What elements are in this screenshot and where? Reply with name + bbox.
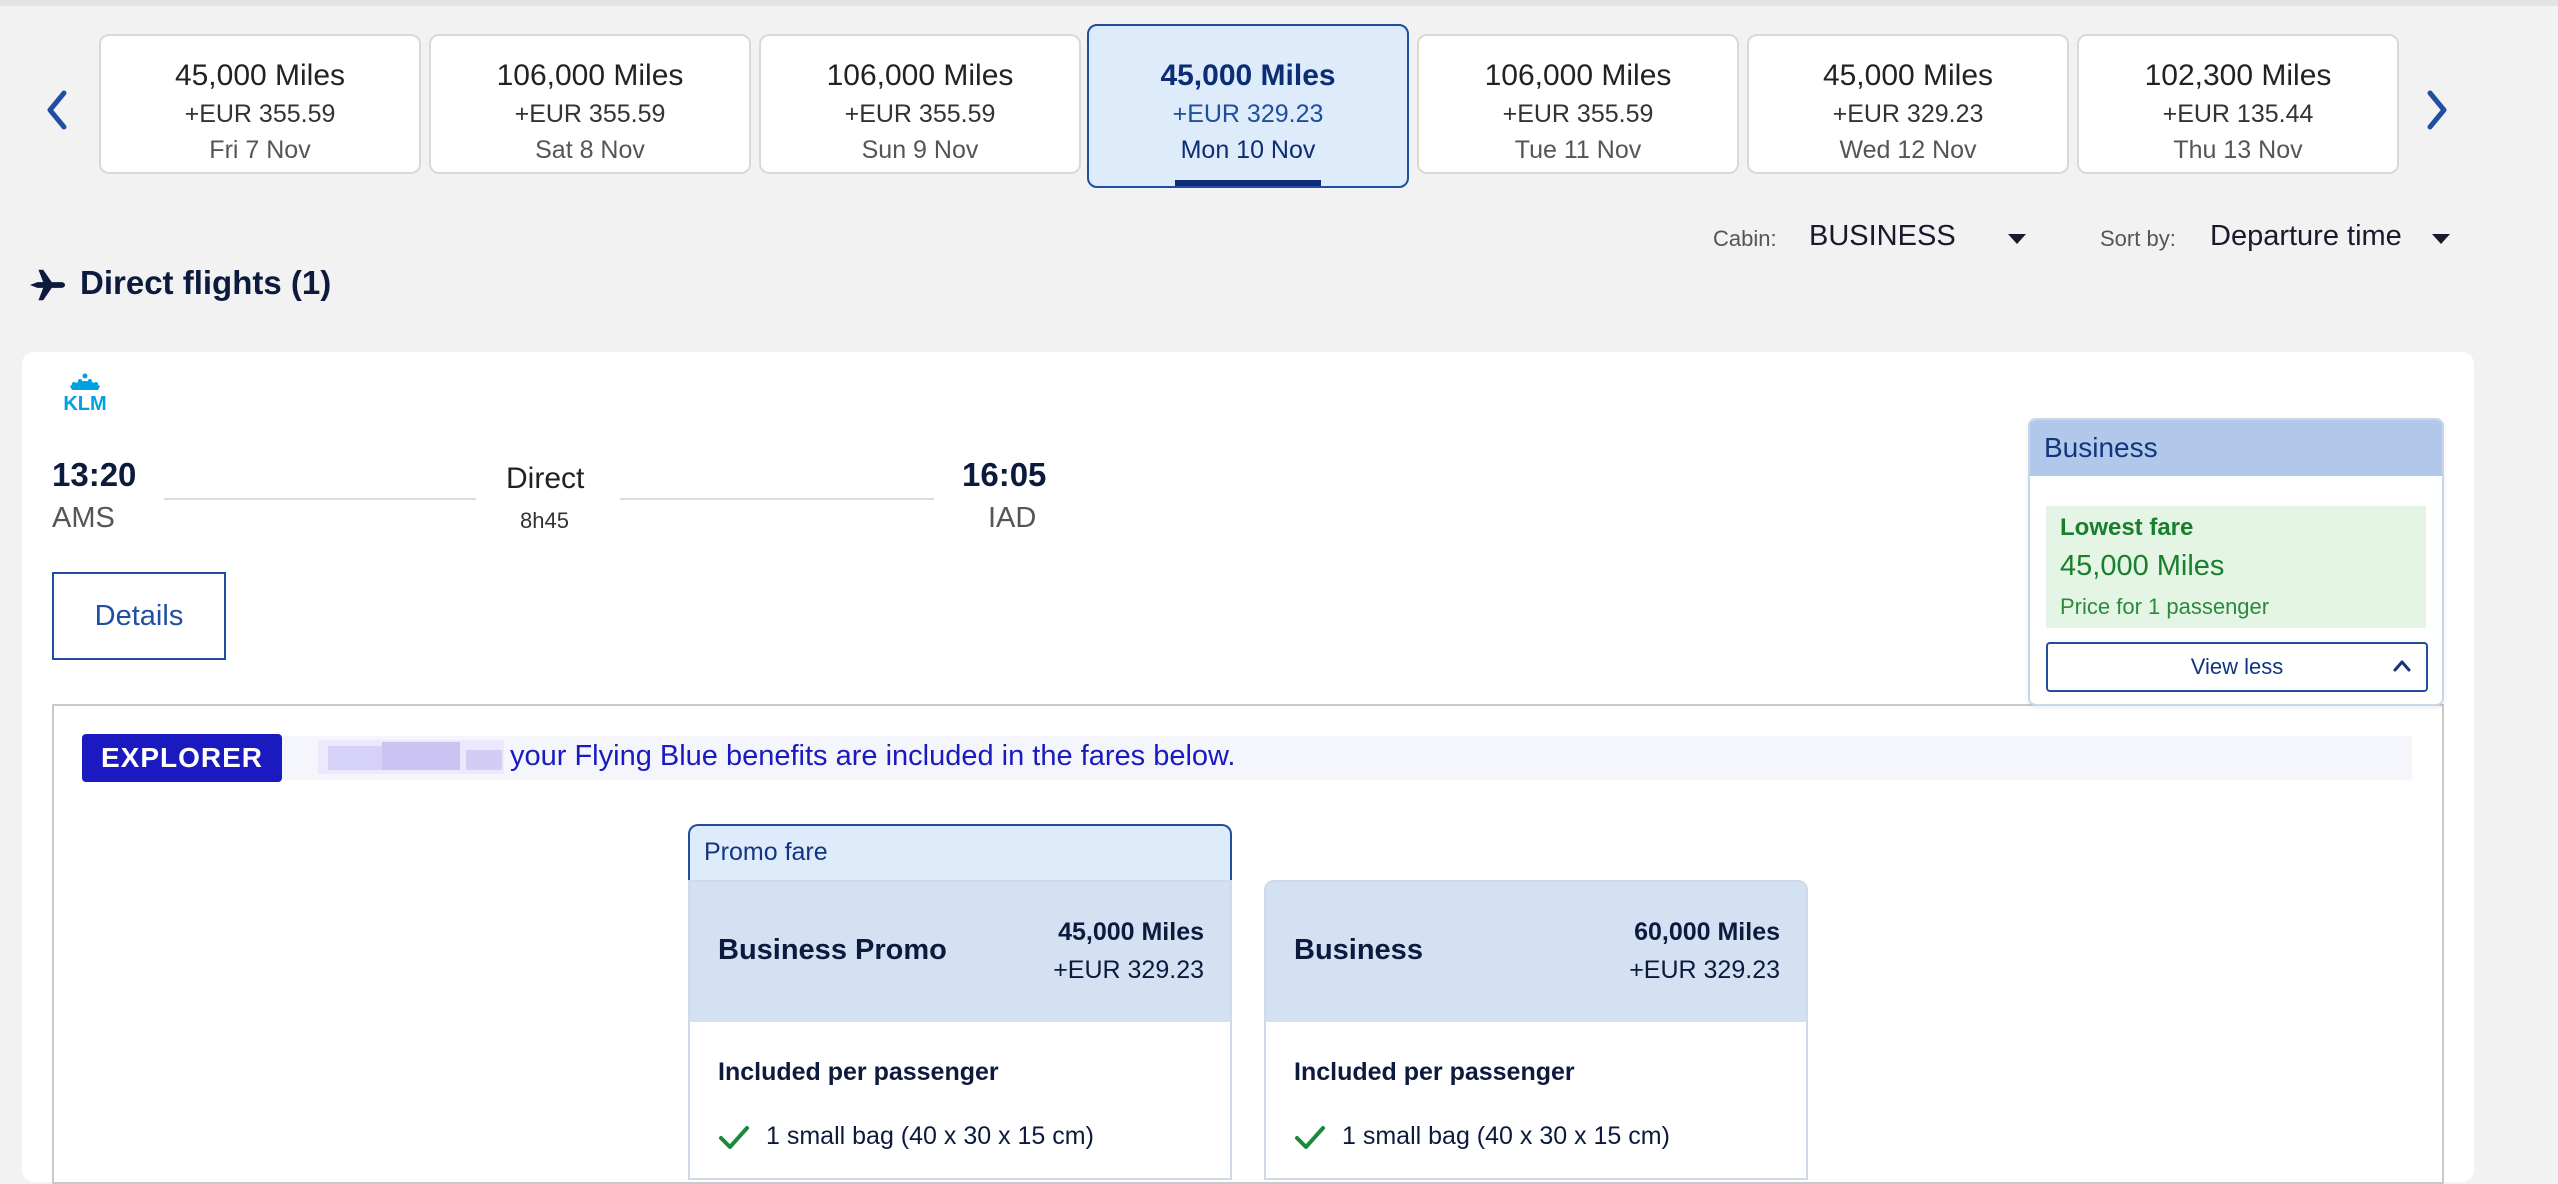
- date-day: Mon 10 Nov: [1180, 136, 1316, 164]
- top-divider: [0, 0, 2558, 6]
- date-day: Wed 12 Nov: [1839, 136, 1977, 164]
- date-day: Thu 13 Nov: [2173, 136, 2303, 164]
- next-dates-button[interactable]: [2414, 82, 2460, 138]
- date-day: Sat 8 Nov: [535, 136, 645, 164]
- promo-fare-tab: Promo fare: [688, 824, 1232, 880]
- explorer-badge: EXPLORER: [82, 734, 282, 782]
- check-icon: [1295, 1126, 1325, 1149]
- date-card-tue-11-nov[interactable]: 106,000 Miles +EUR 355.59 Tue 11 Nov: [1417, 34, 1739, 174]
- date-miles: 45,000 Miles: [1822, 59, 1994, 92]
- included-item-text: 1 small bag (40 x 30 x 15 cm): [766, 1122, 1094, 1150]
- fare-miles: 45,000 Miles: [1058, 918, 1204, 946]
- fare-panel-title: Business: [2030, 420, 2442, 476]
- chevron-left-icon: [47, 90, 67, 130]
- route-line: [620, 498, 934, 500]
- chevron-up-icon: [2393, 660, 2411, 672]
- fare-miles: 60,000 Miles: [1634, 918, 1780, 946]
- section-title: Direct flights (1): [80, 264, 332, 301]
- chevron-right-icon: [2427, 90, 2447, 130]
- lowest-fare-miles: 45,000 Miles: [2060, 550, 2225, 582]
- date-card-sun-9-nov[interactable]: 106,000 Miles +EUR 355.59 Sun 9 Nov: [759, 34, 1081, 174]
- date-card-sat-8-nov[interactable]: 106,000 Miles +EUR 355.59 Sat 8 Nov: [429, 34, 751, 174]
- date-card-fri-7-nov[interactable]: 45,000 Miles +EUR 355.59 Fri 7 Nov: [99, 34, 421, 174]
- fare-eur: +EUR 329.23: [1053, 956, 1204, 984]
- departure-airport: AMS: [52, 502, 115, 534]
- cabin-label: Cabin:: [1713, 226, 1777, 251]
- fare-options-container: [52, 704, 2444, 1184]
- view-less-label: View less: [2190, 654, 2284, 679]
- date-miles: 106,000 Miles: [1484, 59, 1672, 92]
- klm-logo: KLM: [63, 373, 107, 414]
- date-miles: 45,000 Miles: [174, 59, 346, 92]
- route-type: Direct: [506, 462, 585, 495]
- route-line: [164, 498, 476, 500]
- chevron-down-icon: [2432, 234, 2450, 244]
- fare-card-header: Business Promo 45,000 Miles +EUR 329.23: [690, 882, 1230, 1022]
- date-eur: +EUR 135.44: [2162, 100, 2314, 128]
- date-day: Sun 9 Nov: [861, 136, 979, 164]
- fare-card-business-promo[interactable]: Business Promo 45,000 Miles +EUR 329.23 …: [688, 880, 1232, 1180]
- fare-name: Business: [1294, 934, 1423, 966]
- date-day: Tue 11 Nov: [1514, 136, 1642, 164]
- date-miles: 45,000 Miles: [1160, 59, 1336, 92]
- date-miles: 106,000 Miles: [496, 59, 684, 92]
- date-eur: +EUR 329.23: [1172, 100, 1324, 128]
- sort-value: Departure time: [2210, 220, 2402, 252]
- date-eur: +EUR 355.59: [184, 100, 336, 128]
- selected-date-indicator: [1175, 180, 1321, 186]
- included-title: Included per passenger: [718, 1058, 999, 1086]
- klm-logo-text: KLM: [63, 393, 106, 414]
- prev-dates-button[interactable]: [34, 82, 80, 138]
- date-eur: +EUR 355.59: [514, 100, 666, 128]
- date-card-thu-13-nov[interactable]: 102,300 Miles +EUR 135.44 Thu 13 Nov: [2077, 34, 2399, 174]
- date-miles: 102,300 Miles: [2144, 59, 2332, 92]
- fare-name: Business Promo: [718, 934, 947, 966]
- check-icon: [719, 1126, 749, 1149]
- chevron-down-icon: [2008, 234, 2026, 244]
- fare-eur: +EUR 329.23: [1629, 956, 1780, 984]
- arrival-time: 16:05: [962, 456, 1047, 493]
- business-fare-panel: Business Lowest fare 45,000 Miles Price …: [2028, 418, 2444, 706]
- date-card-mon-10-nov[interactable]: 45,000 Miles +EUR 329.23 Mon 10 Nov: [1087, 24, 1409, 188]
- date-eur: +EUR 355.59: [844, 100, 996, 128]
- arrival-airport: IAD: [988, 502, 1037, 534]
- included-title: Included per passenger: [1294, 1058, 1575, 1086]
- flight-duration: 8h45: [520, 508, 569, 533]
- view-less-button[interactable]: View less: [2046, 642, 2428, 692]
- date-miles: 106,000 Miles: [826, 59, 1014, 92]
- lowest-fare-label: Lowest fare: [2060, 514, 2194, 541]
- date-card-wed-12-nov[interactable]: 45,000 Miles +EUR 329.23 Wed 12 Nov: [1747, 34, 2069, 174]
- benefit-text: your Flying Blue benefits are included i…: [510, 740, 1236, 772]
- airplane-icon: [29, 269, 66, 301]
- date-eur: +EUR 355.59: [1502, 100, 1654, 128]
- redacted-name: [318, 740, 504, 774]
- fare-card-header: Business 60,000 Miles +EUR 329.23: [1266, 882, 1806, 1022]
- sort-label: Sort by:: [2100, 226, 2176, 251]
- cabin-value: BUSINESS: [1809, 220, 1956, 252]
- departure-time: 13:20: [52, 456, 137, 493]
- included-item-text: 1 small bag (40 x 30 x 15 cm): [1342, 1122, 1670, 1150]
- date-day: Fri 7 Nov: [209, 136, 311, 164]
- date-eur: +EUR 329.23: [1832, 100, 1984, 128]
- details-button[interactable]: Details: [52, 572, 226, 660]
- fare-card-business[interactable]: Business 60,000 Miles +EUR 329.23 Includ…: [1264, 880, 1808, 1180]
- lowest-fare-note: Price for 1 passenger: [2060, 594, 2270, 619]
- lowest-fare-box: Lowest fare 45,000 Miles Price for 1 pas…: [2046, 506, 2426, 628]
